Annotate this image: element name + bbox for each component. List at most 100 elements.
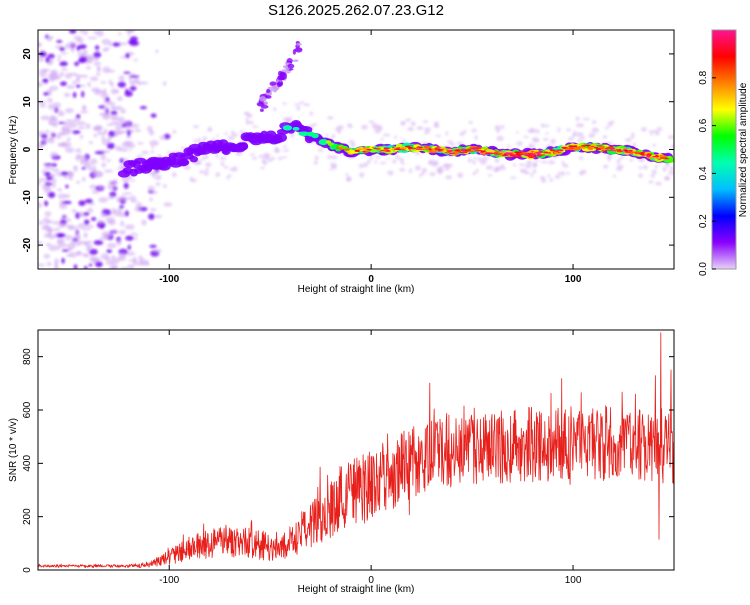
halo-blob	[296, 105, 301, 111]
ridge-blob	[356, 148, 363, 151]
ridge-blob	[585, 144, 591, 147]
halo-blob	[282, 117, 290, 122]
ridge-blob	[623, 148, 628, 150]
noise-blob	[43, 253, 51, 259]
noise-blob	[74, 231, 80, 238]
halo-blob	[603, 164, 609, 169]
noise-blob	[97, 185, 106, 190]
branch-blob	[256, 102, 265, 107]
noise-blob	[95, 72, 101, 76]
noise-blob	[101, 111, 110, 118]
noise-blob	[57, 193, 67, 199]
noise-blob	[38, 57, 45, 62]
noise-blob	[38, 81, 43, 87]
halo-blob	[666, 162, 670, 167]
ridge-blob	[425, 148, 430, 150]
halo-blob	[457, 172, 464, 178]
noise-blob	[66, 85, 76, 89]
snr-ytick-label: 600	[22, 401, 33, 418]
noise-blob	[46, 36, 53, 42]
halo-blob	[650, 174, 656, 178]
noise-blob	[38, 202, 43, 209]
halo-blob	[416, 126, 424, 131]
noise-blob	[117, 81, 126, 88]
halo-blob	[314, 155, 319, 161]
halo-blob	[591, 120, 597, 124]
halo-blob	[619, 156, 625, 160]
noise-blob	[114, 145, 122, 151]
noise-blob	[109, 114, 119, 117]
halo-blob	[129, 179, 136, 182]
colorbar-gradient	[712, 30, 736, 269]
ridge-blob	[385, 150, 391, 152]
halo-blob	[565, 128, 572, 132]
halo-blob	[303, 103, 310, 107]
branch-blob	[292, 49, 296, 55]
noise-blob	[38, 263, 46, 267]
halo-blob	[445, 130, 448, 136]
halo-blob	[542, 137, 549, 141]
halo-blob	[565, 172, 571, 175]
noise-blob	[93, 171, 103, 178]
noise-blob	[84, 265, 88, 269]
noise-blob	[129, 80, 134, 84]
halo-blob	[554, 174, 561, 179]
halo-blob	[262, 160, 268, 166]
noise-blob	[124, 224, 135, 230]
halo-blob	[571, 133, 576, 138]
halo-blob	[485, 165, 494, 170]
noise-blob	[54, 258, 59, 265]
noise-blob	[100, 223, 104, 230]
halo-blob	[631, 132, 635, 137]
halo-blob	[263, 156, 269, 160]
branch-blob	[286, 58, 293, 64]
halo-blob	[395, 155, 400, 160]
noise-blob	[41, 183, 51, 191]
noise-blob	[86, 245, 91, 253]
noise-blob	[113, 265, 119, 269]
noise-blob	[130, 232, 136, 236]
noise-blob	[100, 92, 109, 99]
noise-blob	[65, 184, 69, 189]
noise-blob	[61, 67, 68, 71]
noise-blob	[101, 231, 111, 238]
noise-blob	[50, 131, 54, 138]
halo-blob	[471, 128, 477, 133]
halo-blob	[575, 116, 580, 121]
halo-blob	[373, 160, 378, 164]
halo-blob	[383, 133, 391, 137]
halo-blob	[501, 124, 505, 130]
snr-ylabel: SNR (10 * v/v)	[8, 418, 19, 482]
noise-blob	[96, 131, 107, 136]
halo-blob	[473, 157, 478, 160]
halo-blob	[203, 155, 209, 160]
noise-blob	[69, 47, 74, 51]
noise-blob	[78, 200, 86, 207]
halo-blob	[567, 137, 574, 141]
halo-blob	[226, 174, 230, 181]
halo-blob	[147, 185, 155, 191]
noise-blob	[129, 40, 139, 46]
ridge-blob	[493, 150, 498, 151]
noise-blob	[91, 189, 100, 194]
halo-blob	[544, 124, 550, 128]
noise-blob	[61, 257, 65, 264]
ridge-blob	[189, 156, 198, 163]
branch-blob	[282, 65, 289, 69]
halo-blob	[246, 114, 253, 118]
ridge-blob	[644, 154, 648, 156]
halo-blob	[648, 180, 654, 184]
ridge-blob	[473, 147, 477, 149]
noise-blob	[76, 180, 80, 184]
noise-blob	[85, 225, 95, 228]
noise-blob	[92, 126, 101, 131]
noise-blob	[41, 169, 46, 174]
noise-blob	[79, 84, 86, 88]
noise-blob	[88, 141, 94, 145]
noise-blob	[48, 226, 52, 232]
ridge-blob	[524, 155, 529, 157]
spectrogram-xlabel: Height of straight line (km)	[298, 284, 415, 295]
halo-blob	[581, 123, 584, 128]
halo-blob	[377, 125, 383, 131]
halo-blob	[387, 170, 394, 176]
